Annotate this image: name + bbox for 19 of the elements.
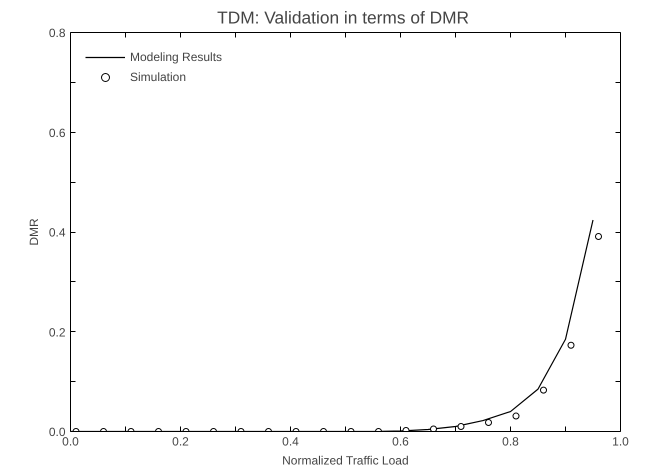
y-tick-label: 0.6: [48, 126, 66, 140]
x-tick-label: 0.0: [62, 434, 80, 448]
y-tick-label: 0.4: [48, 226, 66, 240]
point: [595, 232, 602, 240]
x-tick-label: 0.8: [502, 434, 520, 448]
y-tick-label: 0.8: [48, 26, 66, 40]
point: [430, 426, 437, 432]
y-tick-label: 0.2: [48, 325, 66, 340]
point: [568, 342, 574, 349]
point: [540, 386, 547, 394]
x-tick-label: 0.2: [172, 434, 190, 448]
chart-title: TDM: Validation in terms of DMR: [217, 8, 470, 28]
legend-label: Modeling Results: [130, 50, 222, 64]
y-axis-title: DMR: [26, 218, 41, 246]
legend-label: Simulation: [130, 70, 186, 84]
x-tick-label: 0.4: [282, 434, 300, 448]
x-axis-title: Normalized Traffic Load: [282, 454, 409, 468]
x-tick-label: 1.0: [612, 434, 630, 448]
x-tick-label: 0.6: [392, 434, 410, 448]
